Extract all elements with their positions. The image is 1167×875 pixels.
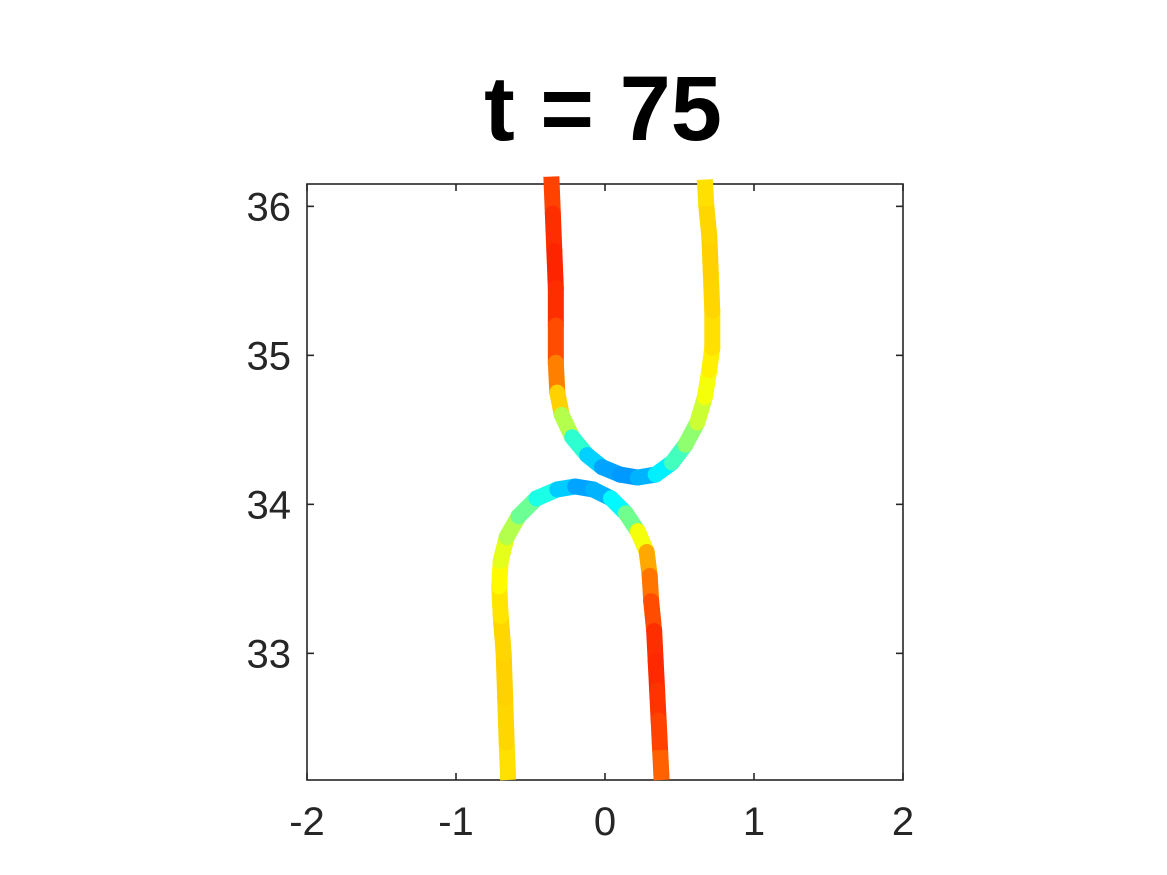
x-tick-label: -2: [289, 800, 325, 844]
y-tick-label: 34: [247, 483, 292, 527]
chart-title: t = 75: [484, 58, 722, 160]
x-tick-label: 0: [594, 800, 616, 844]
axis-ticks: -2 -1 0 1 2 33 34 35 36: [247, 184, 914, 844]
curve-segment: [652, 749, 670, 781]
curve-segment: [696, 179, 715, 207]
curves-layer: [491, 176, 721, 781]
curve-1: [543, 176, 721, 486]
x-tick-label: 1: [743, 800, 765, 844]
plot-area-frame: [306, 183, 904, 781]
curve-segment: [698, 198, 718, 245]
x-tick-label: -1: [438, 800, 474, 844]
y-tick-label: 35: [247, 334, 292, 378]
x-tick-label: 2: [892, 800, 914, 844]
y-tick-label: 33: [247, 632, 292, 676]
curve-2: [491, 478, 670, 781]
curve-segment: [650, 712, 669, 759]
y-tick-label: 36: [247, 185, 292, 229]
